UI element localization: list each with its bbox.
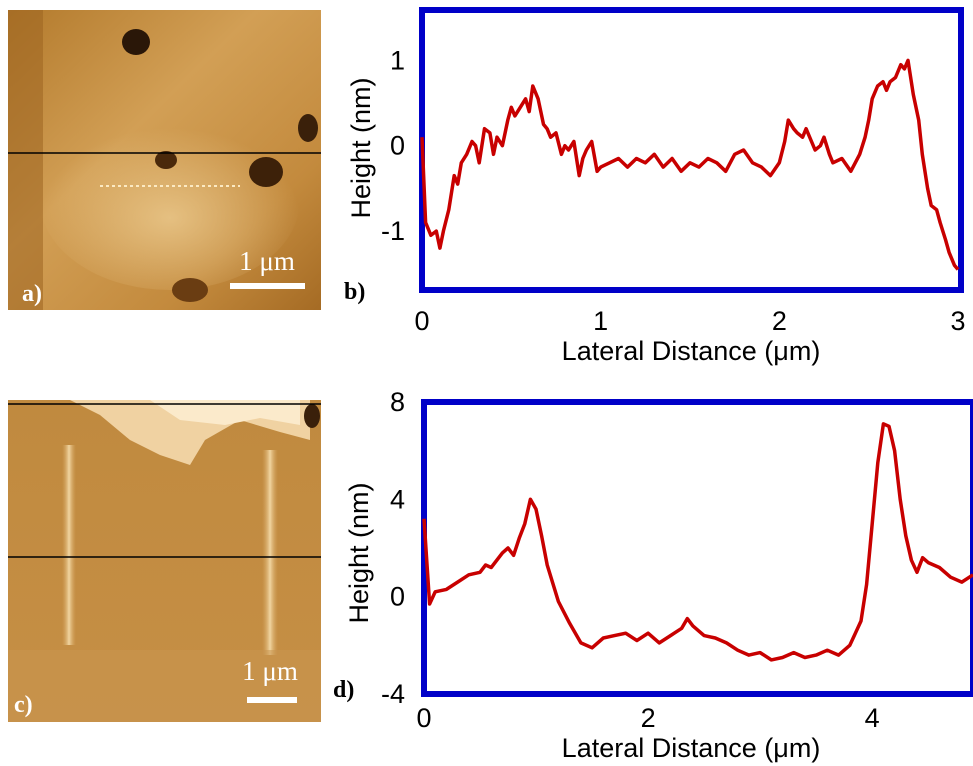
chart-b-series-line [420,58,960,271]
chart-d-x-tick-label: 4 [865,703,880,733]
afm-image-a-left-shade [8,10,43,310]
afm-image-a-defect [122,29,150,55]
afm-image-c-bright-feature-core [150,400,300,425]
chart-b-frame [419,7,964,293]
chart-b-x-tick-label: 2 [772,306,787,336]
afm-image-a-defect [155,151,177,169]
afm-image-a-defect [172,278,208,302]
scale-bar-a-label: 1 μm [239,246,295,276]
afm-image-c-lower-region [8,650,321,722]
chart-d-y-tick-label: 8 [390,387,405,417]
chart-b-y-tick-label: -1 [381,216,405,246]
chart-b-y-tick-label: 1 [390,45,405,75]
afm-image-c: 1 μm c) [8,400,321,722]
chart-b-y-tick-label: 0 [390,131,405,161]
afm-image-a-defect [249,157,283,187]
chart-d-y-tick-label: -4 [381,679,405,709]
chart-b-x-axis-label: Lateral Distance (μm) [562,336,821,366]
chart-d-x-tick-label: 0 [416,703,431,733]
afm-image-c-defect [304,404,320,428]
afm-image-c-ridge-right [262,450,278,655]
chart-d-y-tick-label: 4 [390,484,405,514]
afm-image-a-defect [298,114,318,142]
chart-b-x-tick-label: 0 [414,306,429,336]
chart-b-x-tick-label: 1 [593,306,608,336]
chart-d-series-line [422,422,973,662]
chart-d-y-tick-label: 0 [390,582,405,612]
chart-d-frame [421,399,973,697]
scale-bar-c-label: 1 μm [242,656,298,686]
chart-d-x-axis-label: Lateral Distance (μm) [562,733,821,763]
afm-image-c-ridge-left [62,445,76,645]
panel-label-a: a) [22,281,42,307]
panel-label-d: d) [333,677,354,703]
chart-b-y-axis-label: Height (nm) [346,77,376,218]
panel-label-b: b) [344,279,365,305]
afm-image-a: 1 μm a) [8,10,321,310]
chart-d-y-axis-label: Height (nm) [344,482,374,623]
height-profile-chart-d: 0 2 4 -4 0 4 8 Lateral Distance (μm) Height (n… [333,387,973,763]
chart-b-x-tick-label: 3 [950,306,965,336]
panel-label-c: c) [14,692,33,718]
height-profile-chart-b: 0 1 2 3 -1 0 1 Lateral Distance (μm) Height (n… [344,7,966,366]
afm-image-a-bright-region [40,110,300,290]
chart-d-x-tick-label: 2 [641,703,656,733]
